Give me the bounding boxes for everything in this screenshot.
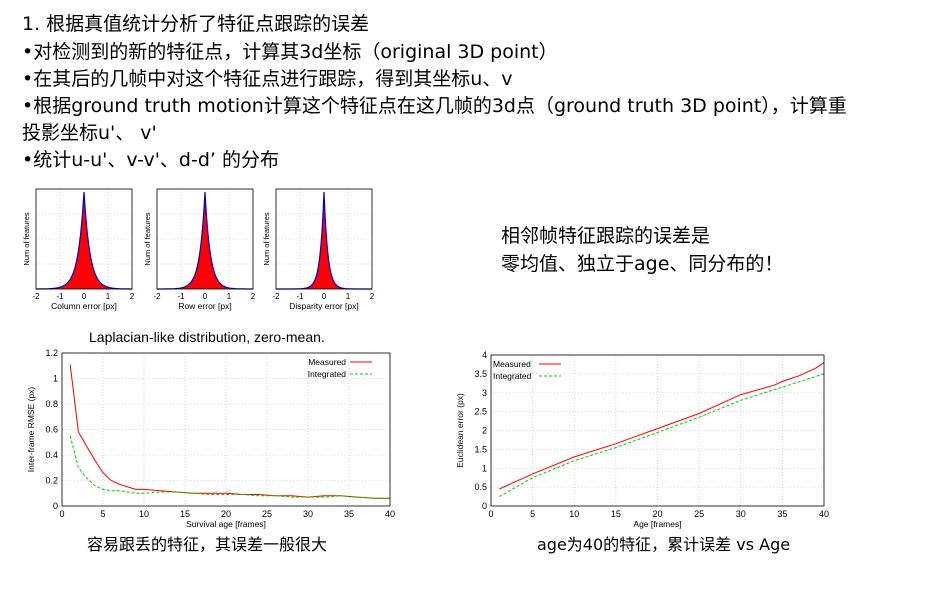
x-tick-label: 1 — [106, 292, 111, 301]
bullet-ground-truth: •根据ground truth motion计算这个特征点在这几帧的3d点（gr… — [22, 95, 847, 117]
x-tick-label: 0 — [488, 509, 493, 519]
integrated-line — [69, 435, 390, 499]
y-tick-label: 0.4 — [45, 450, 58, 460]
plot-frame — [61, 352, 391, 507]
disparity-error-histogram: -2 -1 0 1 2 Disparity error [px] Num of featur… — [262, 188, 375, 311]
y-tick-label: 4 — [482, 350, 487, 360]
x-tick-label: 0 — [203, 292, 208, 301]
x-tick-label: 0 — [82, 292, 87, 301]
x-tick-label: -2 — [153, 292, 161, 301]
legend-label: Measured — [308, 357, 346, 367]
x-tick-label: 5 — [530, 509, 535, 519]
x-tick-label: 2 — [370, 292, 375, 301]
legend-label: Integrated — [308, 369, 347, 379]
x-tick-label: 0 — [59, 509, 64, 519]
x-tick-label: 10 — [569, 509, 579, 519]
x-tick-label: 20 — [221, 509, 231, 519]
x-tick-label: 40 — [819, 509, 829, 519]
plot-frame — [490, 354, 825, 507]
x-axis-label: Row error [px] — [178, 301, 231, 311]
plot-frame — [156, 188, 254, 290]
y-tick-label: 0 — [53, 501, 58, 511]
x-axis-label: Column error [px] — [51, 301, 117, 311]
x-tick-label: 5 — [100, 509, 105, 519]
y-axis-label: Num of features — [22, 212, 31, 266]
legend-label: Integrated — [493, 371, 532, 381]
bullet-tracking: •在其后的几帧中对这个特征点进行跟踪，得到其坐标u、v — [22, 68, 513, 90]
x-axis-label: Disparity error [px] — [289, 301, 358, 311]
x-tick-label: 1 — [227, 292, 232, 301]
caption-right: age为40的特征，累计误差 vs Age — [537, 535, 791, 554]
y-tick-label: 0.6 — [45, 425, 58, 435]
conclusion-line-1: 相邻帧特征跟踪的误差是 — [501, 225, 711, 247]
x-tick-label: 1 — [346, 292, 351, 301]
histogram-fill — [157, 192, 253, 289]
x-tick-label: 2 — [130, 292, 135, 301]
y-tick-label: 2.5 — [474, 407, 487, 417]
heading-line: 1. 根据真值统计分析了特征点跟踪的误差 — [22, 13, 370, 35]
y-tick-label: 2 — [482, 426, 487, 436]
y-tick-label: 0 — [482, 501, 487, 511]
y-tick-label: 1.2 — [45, 348, 58, 358]
x-axis-label: Age [frames] — [633, 519, 681, 529]
euclidean-error-chart: 0 5 10 15 20 25 30 35 40 0 0.5 1 1.5 2 2.5 3 3.5 4 Measure… — [455, 350, 829, 529]
y-axis-label: Num of features — [143, 212, 152, 266]
measured-line — [69, 364, 390, 499]
x-tick-label: -2 — [32, 292, 40, 301]
conclusion-line-2: 零均值、独立于age、同分布的！ — [501, 253, 784, 275]
y-tick-label: 0.5 — [474, 482, 487, 492]
x-tick-label: 25 — [694, 509, 704, 519]
x-tick-label: -1 — [296, 292, 304, 301]
x-tick-label: 40 — [385, 509, 395, 519]
y-tick-label: 3 — [482, 388, 487, 398]
x-tick-label: -2 — [272, 292, 280, 301]
caption-left: 容易跟丢的特征，其误差一般很大 — [87, 535, 328, 554]
plot-frame — [35, 188, 133, 290]
integrated-line — [499, 373, 825, 498]
y-tick-label: 3.5 — [474, 369, 487, 379]
rmse-vs-age-chart: 0 5 10 15 20 25 30 35 40 0 0.2 0.4 0.6 0.8 1 1.2 Measure… — [26, 348, 395, 529]
y-tick-label: 0.8 — [45, 399, 58, 409]
x-tick-label: 25 — [262, 509, 272, 519]
x-axis-label: Survival age [frames] — [186, 519, 266, 529]
x-tick-label: 2 — [251, 292, 256, 301]
y-axis-label: Inter-frame RMSE (px) — [26, 387, 36, 473]
histogram-fill — [276, 192, 372, 289]
bullet-3d-point: •对检测到的新的特征点，计算其3d坐标（original 3D point） — [22, 41, 558, 63]
x-tick-label: 15 — [611, 509, 621, 519]
y-tick-label: 1 — [482, 463, 487, 473]
plot-frame — [275, 188, 373, 290]
legend-label: Measured — [493, 359, 531, 369]
x-tick-label: -1 — [177, 292, 185, 301]
y-tick-label: 1.5 — [474, 444, 487, 454]
x-tick-label: 35 — [777, 509, 787, 519]
y-axis-label: Euclidean error (px) — [455, 393, 465, 468]
histogram-fill — [36, 192, 132, 289]
x-tick-label: 15 — [180, 509, 190, 519]
x-tick-label: 35 — [344, 509, 354, 519]
y-tick-label: 0.2 — [45, 476, 58, 486]
x-tick-label: 10 — [139, 509, 149, 519]
bullet-reprojection: 投影坐标u'、 v' — [22, 122, 157, 144]
laplacian-fit-line — [36, 191, 132, 290]
x-tick-label: 30 — [303, 509, 313, 519]
x-tick-label: 20 — [652, 509, 662, 519]
column-error-histogram: -2 -1 0 1 2 Column error [px] Num of features — [22, 188, 135, 311]
x-tick-label: 30 — [736, 509, 746, 519]
x-tick-label: -1 — [56, 292, 64, 301]
measured-line — [499, 362, 825, 490]
laplace-caption: Laplacian-like distribution, zero-mean. — [89, 329, 325, 345]
x-tick-label: 0 — [322, 292, 327, 301]
y-tick-label: 1 — [53, 374, 58, 384]
row-error-histogram: -2 -1 0 1 2 Row error [px] Num of features — [143, 188, 256, 311]
bullet-statistics: •统计u-u'、v-v'、d-d’ 的分布 — [22, 149, 279, 171]
y-axis-label: Num of features — [262, 212, 271, 266]
